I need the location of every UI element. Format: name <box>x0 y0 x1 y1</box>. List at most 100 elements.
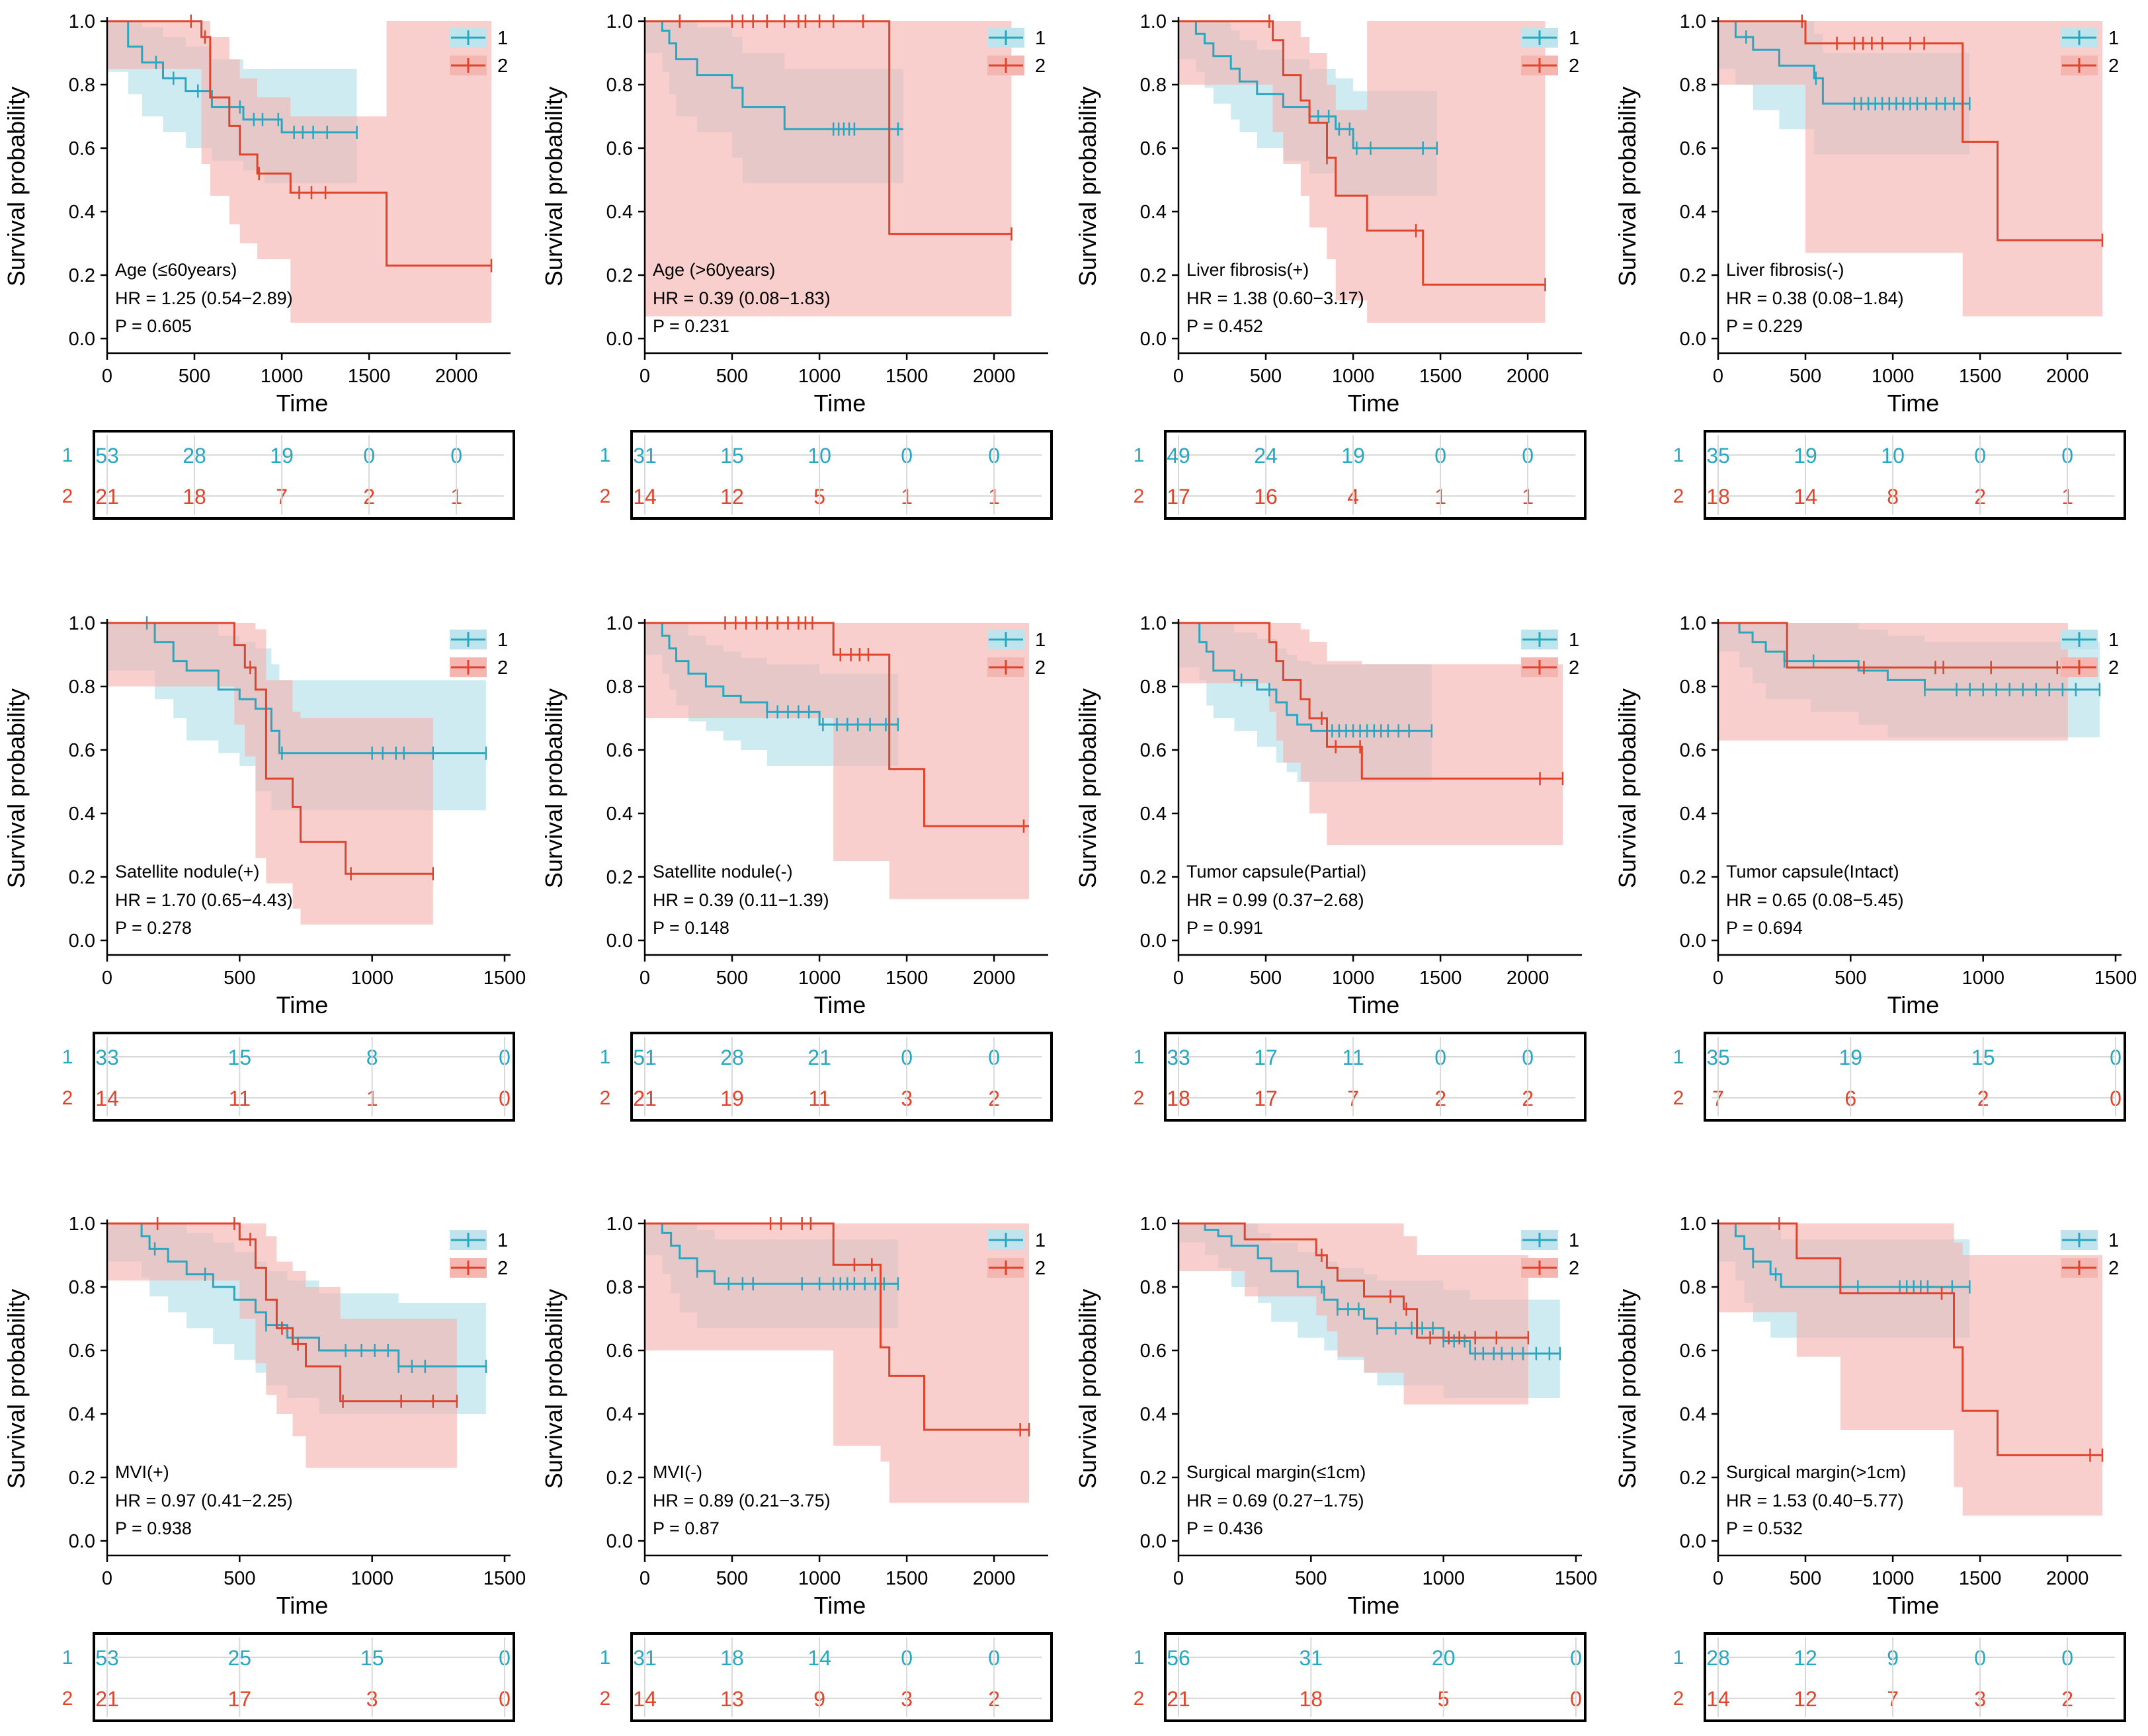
legend-label: 1 <box>2108 630 2119 651</box>
hazard-ratio-text: HR = 0.99 (0.37−2.68) <box>1186 890 1364 910</box>
y-tick-label: 0.8 <box>606 677 633 698</box>
x-tick-label: 2000 <box>973 366 1016 387</box>
subgroup-label: Liver fibrosis(+) <box>1186 260 1309 280</box>
risk-table-frame <box>630 430 1053 520</box>
subgroup-label: Tumor capsule(Intact) <box>1726 862 1899 882</box>
km-panel: 0.0 0.2 0.4 0.6 0.8 1.0 0 500 1000 1500 Time Surviv… <box>1614 613 2137 1122</box>
p-value-text: P = 0.229 <box>1726 316 1803 336</box>
risk-table-group-label: 2 <box>62 485 73 507</box>
subgroup-label: MVI(+) <box>115 1462 169 1482</box>
legend-label: 1 <box>1035 28 1046 49</box>
y-tick-label: 1.0 <box>69 613 95 634</box>
risk-table-group-label: 2 <box>62 1087 73 1109</box>
legend-label: 1 <box>1035 1230 1046 1251</box>
risk-table-group-label: 2 <box>62 1688 73 1710</box>
y-tick-label: 0.0 <box>606 1531 633 1552</box>
y-axis-title: Survival probability <box>1074 1289 1101 1489</box>
y-tick-label: 0.6 <box>1680 1341 1706 1362</box>
y-tick-label: 0.6 <box>1140 740 1167 761</box>
risk-table-frame <box>630 1032 1053 1122</box>
p-value-text: P = 0.148 <box>653 918 729 938</box>
x-tick-label: 2000 <box>1507 968 1549 989</box>
x-tick-label: 1000 <box>1422 1568 1465 1589</box>
y-tick-label: 0.8 <box>1140 1277 1167 1298</box>
km-panel: 0.0 0.2 0.4 0.6 0.8 1.0 0 500 1000 1500 2000 Time Su… <box>540 11 1053 520</box>
risk-table-group-label: 1 <box>1134 444 1145 466</box>
hazard-ratio-text: HR = 1.25 (0.54−2.89) <box>115 288 293 308</box>
y-tick-label: 0.0 <box>1680 1531 1706 1552</box>
p-value-text: P = 0.278 <box>115 918 192 938</box>
hazard-ratio-text: HR = 0.89 (0.21−3.75) <box>653 1491 831 1510</box>
y-tick-label: 0.0 <box>606 329 633 350</box>
risk-table-frame <box>93 1632 515 1722</box>
x-tick-label: 1500 <box>348 366 391 387</box>
y-tick-label: 0.8 <box>1680 75 1706 96</box>
x-axis-title: Time <box>276 1592 329 1619</box>
p-value-text: P = 0.605 <box>115 316 192 336</box>
survival-line-group-2 <box>645 1222 1029 1431</box>
ci-band-group-2 <box>107 623 433 925</box>
p-value-text: P = 0.87 <box>653 1518 720 1538</box>
x-tick-label: 1500 <box>1419 366 1462 387</box>
hazard-ratio-text: HR = 0.38 (0.08−1.84) <box>1726 288 1904 308</box>
y-tick-label: 0.2 <box>1140 1467 1167 1489</box>
survival-line-group-2 <box>1718 20 2102 241</box>
survival-line-group-1 <box>107 1222 486 1368</box>
y-tick-label: 0.8 <box>606 75 633 96</box>
y-tick-label: 0.6 <box>606 1341 633 1362</box>
p-value-text: P = 0.231 <box>653 316 729 336</box>
y-tick-label: 0.6 <box>69 740 95 761</box>
x-tick-label: 0 <box>1173 1568 1184 1589</box>
x-tick-label: 1500 <box>886 1568 929 1589</box>
y-tick-label: 0.0 <box>69 930 95 952</box>
x-tick-label: 1000 <box>1872 1568 1915 1589</box>
hazard-ratio-text: HR = 0.39 (0.08−1.83) <box>653 288 831 308</box>
y-tick-label: 0.6 <box>1140 1341 1167 1362</box>
hazard-ratio-text: HR = 0.39 (0.11−1.39) <box>653 890 829 910</box>
y-tick-label: 0.0 <box>1680 930 1706 952</box>
y-axis-title: Survival probability <box>3 688 30 888</box>
legend-label: 2 <box>2108 56 2119 77</box>
y-tick-label: 0.2 <box>69 867 95 888</box>
x-tick-label: 1500 <box>886 366 929 387</box>
y-tick-label: 0.0 <box>1140 930 1167 952</box>
risk-table-group-label: 2 <box>1673 1688 1684 1710</box>
x-tick-label: 0 <box>1713 366 1723 387</box>
y-tick-label: 1.0 <box>1680 1214 1706 1235</box>
km-panel: 0.0 0.2 0.4 0.6 0.8 1.0 0 500 1000 1500 Time Surviv… <box>3 613 526 1122</box>
risk-table-group-label: 2 <box>1673 1087 1684 1109</box>
survival-line-group-2 <box>1718 622 2068 669</box>
subgroup-label: Surgical margin(≤1cm) <box>1186 1462 1366 1482</box>
km-panel: 0.0 0.2 0.4 0.6 0.8 1.0 0 500 1000 1500 2000 Time Su… <box>540 613 1053 1122</box>
legend-label: 2 <box>1035 1258 1046 1279</box>
x-tick-label: 500 <box>716 968 748 989</box>
x-axis-title: Time <box>1887 1592 1940 1619</box>
legend-label: 1 <box>1035 630 1046 651</box>
x-tick-label: 2000 <box>973 968 1016 989</box>
x-tick-label: 1000 <box>1332 366 1375 387</box>
risk-table-frame <box>1704 430 2126 520</box>
x-axis-title: Time <box>1348 390 1400 417</box>
y-tick-label: 0.2 <box>1680 1467 1706 1489</box>
x-axis-title: Time <box>814 1592 866 1619</box>
x-tick-label: 0 <box>1713 1568 1723 1589</box>
survival-line-group-2 <box>107 1222 457 1403</box>
survival-line-group-2 <box>1718 1222 2102 1456</box>
legend-label: 1 <box>497 28 508 49</box>
y-tick-label: 0.6 <box>606 138 633 159</box>
ci-band-group-2 <box>1178 1223 1528 1405</box>
subgroup-label: Age (>60years) <box>653 260 775 280</box>
p-value-text: P = 0.452 <box>1186 316 1263 336</box>
y-tick-label: 0.2 <box>606 867 633 888</box>
subgroup-label: Tumor capsule(Partial) <box>1186 862 1366 882</box>
survival-line-group-2 <box>1178 622 1563 780</box>
hazard-ratio-text: HR = 0.97 (0.41−2.25) <box>115 1491 293 1510</box>
x-tick-label: 1500 <box>1959 366 2002 387</box>
x-tick-label: 500 <box>224 968 255 989</box>
x-tick-label: 0 <box>640 366 650 387</box>
risk-table-group-label: 1 <box>600 444 611 466</box>
legend-label: 2 <box>2108 1258 2119 1279</box>
y-tick-label: 0.8 <box>1140 677 1167 698</box>
legend-label: 2 <box>1569 657 1579 679</box>
